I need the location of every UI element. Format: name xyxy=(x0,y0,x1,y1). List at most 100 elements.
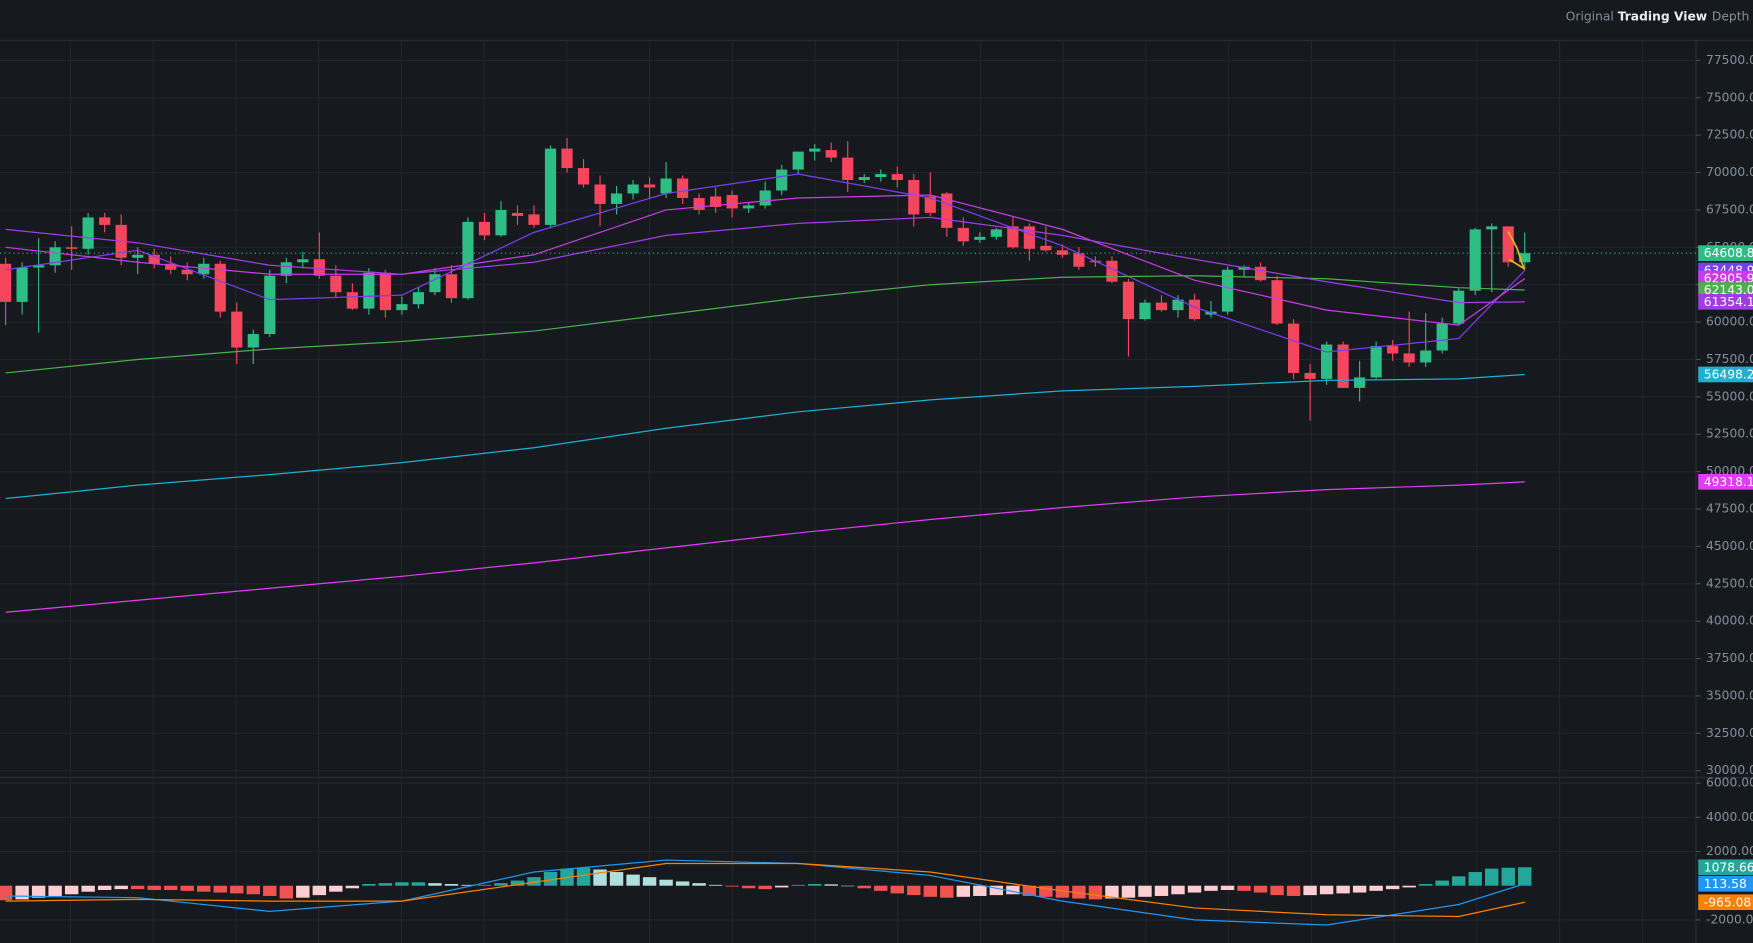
macd-bar xyxy=(1319,885,1334,895)
macd-bar xyxy=(576,867,591,886)
macd-bar xyxy=(1237,885,1251,891)
macd-bar xyxy=(642,877,657,886)
indicator-line xyxy=(5,862,1525,918)
tab[interactable]: Depth xyxy=(1712,9,1749,23)
macd-bar xyxy=(1220,885,1235,890)
macd-bar xyxy=(329,885,343,892)
macd-bar xyxy=(626,874,640,886)
candle-body xyxy=(1287,323,1300,373)
candle-body xyxy=(181,269,193,275)
macd-bar xyxy=(940,885,954,898)
candle-body xyxy=(66,247,78,249)
candle-body xyxy=(198,263,210,275)
macd-bar xyxy=(296,885,310,898)
macd-bar xyxy=(263,885,277,896)
tab-active[interactable]: Trading View xyxy=(1618,9,1707,23)
macd-bar xyxy=(164,885,178,890)
macd-bar xyxy=(1253,885,1268,893)
candle-body xyxy=(627,184,639,194)
candle-body xyxy=(313,259,325,276)
candle-body xyxy=(1519,253,1531,263)
grid xyxy=(0,40,1696,943)
macd-bar xyxy=(130,885,145,890)
candle-body xyxy=(1370,346,1382,378)
y-tick-label: 2000.00 xyxy=(1706,844,1753,858)
macd-bar xyxy=(956,885,971,897)
candle-body xyxy=(1337,344,1349,388)
macd-bar xyxy=(395,882,409,886)
drawing xyxy=(1507,231,1526,271)
y-tick-label: 67500.00 xyxy=(1706,202,1753,216)
candle-body xyxy=(974,236,986,240)
candle-body xyxy=(1387,346,1399,354)
y-tick-label: 37500.00 xyxy=(1706,651,1753,665)
macd-bar xyxy=(675,881,690,886)
candle-body xyxy=(33,265,45,268)
candle-body xyxy=(528,214,540,225)
candle-body xyxy=(792,151,804,170)
candle-body xyxy=(1172,299,1184,311)
macd-bar xyxy=(510,880,525,886)
macd-bar xyxy=(362,883,376,886)
macd-bar xyxy=(411,882,426,886)
candle-body xyxy=(1453,290,1465,324)
candle-body xyxy=(990,229,1002,237)
indicator-line xyxy=(5,194,1526,326)
y-tick-label: 70000.00 xyxy=(1706,165,1753,179)
candle-body xyxy=(759,190,771,206)
candle-body xyxy=(346,292,358,309)
candle-body xyxy=(264,275,276,335)
macd-bar xyxy=(857,885,871,889)
candle-body xyxy=(1436,323,1448,351)
y-tick-label: 52500.00 xyxy=(1706,427,1753,441)
candle-body xyxy=(710,196,722,207)
macd-bar xyxy=(808,883,822,886)
macd-bar xyxy=(444,883,459,886)
candle-body xyxy=(1139,302,1151,320)
indicator-line xyxy=(5,216,1525,304)
y-tick-label: 60000.00 xyxy=(1706,315,1753,329)
candle-body xyxy=(214,263,226,312)
macd-bar xyxy=(659,879,673,886)
macd-bar xyxy=(31,885,46,898)
macd-bar xyxy=(246,885,260,895)
macd-bar xyxy=(48,885,62,896)
macd-bar xyxy=(890,885,904,894)
price-tag-bg xyxy=(1698,473,1753,490)
macd-bar xyxy=(1138,885,1152,897)
y-tick-label: 57500.00 xyxy=(1706,352,1753,366)
price-tag-bg xyxy=(1698,875,1753,892)
macd-bar xyxy=(708,884,723,886)
candle-body xyxy=(726,194,738,209)
candle-body xyxy=(462,221,474,299)
y-tick-label: 77500.00 xyxy=(1706,53,1753,67)
price-tag-bg xyxy=(1698,859,1753,876)
macd-bar xyxy=(64,885,79,895)
macd-bar xyxy=(1369,885,1383,891)
macd-bar xyxy=(213,885,227,893)
macd-bar xyxy=(1435,880,1449,886)
candle-body xyxy=(1469,229,1481,291)
candle-body xyxy=(247,334,259,348)
candle-body xyxy=(842,157,854,181)
macd-bar xyxy=(279,885,294,899)
tab[interactable]: Original xyxy=(1566,9,1614,23)
y-tick-label: 40000.00 xyxy=(1706,614,1753,628)
macd-bar xyxy=(1154,885,1169,896)
macd-bar xyxy=(841,885,855,887)
candle-body xyxy=(1122,281,1135,320)
candle-body xyxy=(908,180,920,215)
macd-bar xyxy=(1072,885,1086,899)
indicator-line xyxy=(5,481,1525,613)
candle-body xyxy=(363,272,375,309)
candle-body xyxy=(231,311,243,348)
candle-body xyxy=(1106,260,1118,282)
candle-body xyxy=(1321,344,1333,379)
candle-body xyxy=(809,148,821,152)
candle-body xyxy=(297,259,309,263)
candle-body xyxy=(412,292,424,305)
y-tick-label: 47500.00 xyxy=(1706,502,1753,516)
macd-bar xyxy=(1518,867,1532,886)
candle-body xyxy=(577,168,590,185)
